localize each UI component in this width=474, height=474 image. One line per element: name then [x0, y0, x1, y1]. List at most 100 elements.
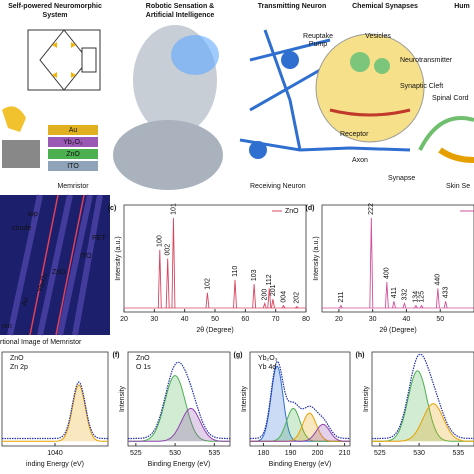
x-tick-label: 525	[130, 450, 142, 457]
label: Receiving Neuron	[250, 183, 306, 190]
label: Synaptic Cleft	[400, 83, 443, 90]
component	[2, 384, 108, 442]
skin	[438, 147, 474, 163]
y-axis-label: Intensity (a.u.)	[313, 236, 320, 280]
neurons	[239, 29, 411, 152]
label: Robotic Sensation &	[146, 3, 214, 10]
label: Reuptake	[303, 33, 333, 40]
y-axis-label: Intensity	[241, 385, 248, 412]
x-tick-label: 30	[150, 316, 158, 323]
layer-label: ZnO	[66, 151, 80, 158]
memristor-symbol	[81, 47, 97, 73]
peak	[233, 279, 237, 309]
label: Transmitting Neuron	[258, 3, 326, 10]
x-tick-label: 530	[169, 450, 181, 457]
label: System	[43, 12, 68, 19]
label: Axon	[352, 157, 368, 164]
peak-label: 101	[170, 203, 177, 215]
x-tick-label: 80	[302, 316, 310, 323]
peak	[369, 217, 374, 309]
vesicle	[350, 52, 370, 72]
envelope	[372, 353, 474, 440]
peak	[267, 288, 272, 309]
sem-image	[0, 194, 110, 336]
material-label: ZnO	[136, 355, 150, 362]
peak	[414, 304, 418, 309]
peak-label: 201	[270, 284, 277, 296]
neuron-body-2	[249, 141, 267, 159]
layer-label: ITO	[67, 163, 79, 170]
sem-label: ctrode	[12, 225, 32, 232]
x-axis-label: 2θ (Degree)	[196, 327, 233, 334]
peak	[270, 299, 275, 309]
material-label: ZnO	[10, 355, 24, 362]
x-tick-label: 60	[241, 316, 249, 323]
sem-label: PET	[92, 235, 106, 242]
plot-frame	[127, 351, 231, 447]
label: Self-powered Neuromorphic	[8, 3, 102, 10]
plot-frame	[371, 351, 474, 447]
peak	[205, 292, 210, 309]
panel-label: (h)	[356, 352, 365, 359]
peak-label: 100	[157, 235, 164, 247]
peak	[157, 249, 162, 309]
synapse-detail	[315, 33, 425, 143]
robot-body	[113, 120, 223, 190]
device	[2, 140, 40, 168]
label: Vesicles	[365, 33, 391, 40]
peak	[295, 306, 299, 309]
layer-yb	[48, 137, 98, 147]
peak	[262, 301, 267, 309]
sem-label: top	[28, 211, 38, 218]
sem-layers	[7, 194, 103, 336]
x-tick-label: 20	[120, 316, 128, 323]
component	[128, 374, 230, 442]
x-tick-label: 535	[208, 450, 220, 457]
label: Spinal Cord	[432, 95, 469, 102]
peak	[281, 304, 286, 309]
label: Hum	[454, 3, 470, 10]
component	[250, 423, 350, 442]
vesicle-2	[374, 58, 390, 74]
layer-ito	[48, 161, 98, 171]
peak	[443, 301, 448, 309]
peak	[171, 217, 176, 309]
peak-label: 102	[204, 278, 211, 290]
sem-label: nm	[2, 323, 12, 330]
legend-label: ZnO	[285, 208, 299, 215]
peak	[419, 304, 424, 309]
sem-label: rtional Image of Memristor	[0, 339, 82, 346]
peak-label: 211	[338, 291, 345, 302]
layer-zno	[48, 149, 98, 159]
component	[372, 403, 474, 442]
spinal	[418, 116, 474, 151]
label: Pump	[309, 41, 327, 48]
peak	[165, 258, 170, 309]
level-label: O 1s	[136, 364, 151, 371]
label: Skin Se	[446, 183, 470, 190]
peak-label: 433	[442, 287, 449, 299]
peak	[392, 301, 396, 309]
x-tick-label: 20	[335, 316, 343, 323]
envelope	[128, 361, 230, 440]
sem-label: Yb₂O₃	[37, 272, 49, 293]
panel-label: (c)	[108, 205, 117, 212]
robot-brain	[171, 35, 219, 75]
x-tick-label: 70	[272, 316, 280, 323]
x-tick-label: 30	[369, 316, 377, 323]
x-axis-label: Binding Energy (eV)	[148, 461, 211, 468]
peak-label: 222	[368, 203, 375, 215]
label: Neurotransmitter	[400, 57, 453, 64]
peak-label: 002	[165, 244, 172, 256]
peak	[402, 301, 407, 309]
x-tick-label: 40	[181, 316, 189, 323]
label: Artificial Intelligence	[146, 12, 215, 19]
peak-label: 200	[262, 289, 269, 301]
x-axis-label: inding Energy (eV)	[26, 461, 84, 468]
level-label: Yb 4d	[258, 364, 276, 371]
plot-frame	[321, 204, 474, 313]
peak	[435, 288, 440, 309]
illustration	[2, 25, 474, 190]
label: Synapse	[388, 175, 415, 182]
membrane	[329, 108, 411, 117]
